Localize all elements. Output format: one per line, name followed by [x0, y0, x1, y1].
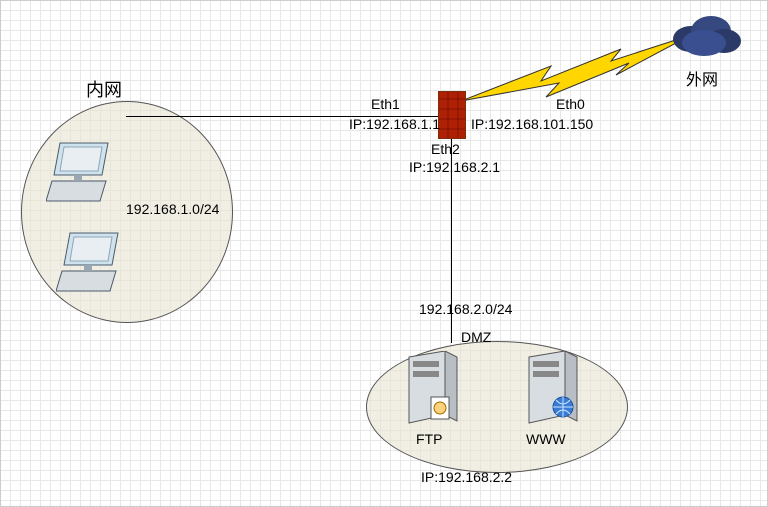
- eth1-name-label: Eth1: [371, 96, 400, 112]
- eth0-name-label: Eth0: [556, 96, 585, 112]
- dmz-title-label: DMZ: [461, 329, 491, 345]
- ftp-label: FTP: [416, 431, 442, 447]
- wan-title-label: 外网: [686, 66, 718, 90]
- firewall-icon: [438, 91, 466, 139]
- lan-title-label: 内网: [86, 76, 122, 102]
- lan-subnet-label: 192.168.1.0/24: [126, 201, 219, 217]
- eth2-ip-label: IP:192.168.2.1: [409, 159, 500, 175]
- eth1-ip-label: IP:192.168.1.1: [349, 116, 440, 132]
- dmz-subnet-label: 192.168.2.0/24: [419, 301, 512, 317]
- lan-pc-2-icon: [56, 231, 126, 291]
- www-label: WWW: [526, 431, 566, 447]
- dmz-ip-label: IP:192.168.2.2: [421, 469, 512, 485]
- ftp-server-icon: [401, 351, 461, 431]
- www-server-icon: [521, 351, 581, 431]
- eth0-ip-label: IP:192.168.101.150: [471, 116, 593, 132]
- cloud-icon: [666, 9, 746, 59]
- lan-pc-1-icon: [46, 141, 116, 201]
- eth2-name-label: Eth2: [431, 141, 460, 157]
